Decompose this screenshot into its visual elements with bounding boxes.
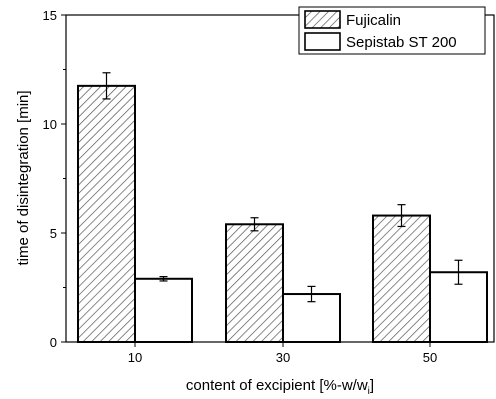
y-tick-label: 10: [43, 117, 57, 132]
legend-label-sepistab: Sepistab ST 200: [346, 34, 457, 51]
x-axis-title: content of excipient [%-w/wi]: [186, 377, 374, 397]
y-axis-title: time of disintegration [min]: [15, 90, 32, 265]
bar-sepistab-10: [134, 277, 193, 343]
bars-layer: [77, 84, 488, 344]
error-bar-fujicalin-10: [102, 72, 111, 100]
error-bar-sepistab-50: [454, 259, 463, 285]
legend-swatch-fujicalin: [304, 10, 341, 29]
y-tick-label: 15: [43, 8, 57, 23]
x-axis-title-subscript: i: [368, 386, 370, 397]
y-tick-label: 0: [50, 335, 57, 350]
y-tick-label: 5: [50, 226, 57, 241]
bar-fujicalin-30: [225, 223, 284, 343]
legend-swatch-sepistab: [304, 32, 341, 51]
x-axis-title-main: content of excipient [%-w/w: [186, 377, 368, 394]
error-bar-fujicalin-50: [397, 204, 406, 228]
error-bars-layer: [102, 72, 463, 303]
x-axis-title-suffix: ]: [370, 377, 374, 394]
error-bar-sepistab-30: [307, 285, 316, 303]
legend-label-fujicalin: Fujicalin: [346, 12, 401, 29]
legend: Fujicalin Sepistab ST 200: [298, 6, 486, 55]
x-tick-label: 30: [276, 350, 290, 365]
error-bar-sepistab-10: [159, 276, 168, 282]
x-tick-label: 10: [128, 350, 142, 365]
x-tick-label: 50: [423, 350, 437, 365]
bar-fujicalin-10: [77, 84, 136, 343]
bar-fujicalin-50: [372, 214, 431, 343]
error-bar-fujicalin-30: [250, 217, 259, 232]
x-axis-ticks: 10 30 50: [128, 342, 437, 365]
y-axis-ticks: 0 5 10 15: [43, 8, 66, 350]
